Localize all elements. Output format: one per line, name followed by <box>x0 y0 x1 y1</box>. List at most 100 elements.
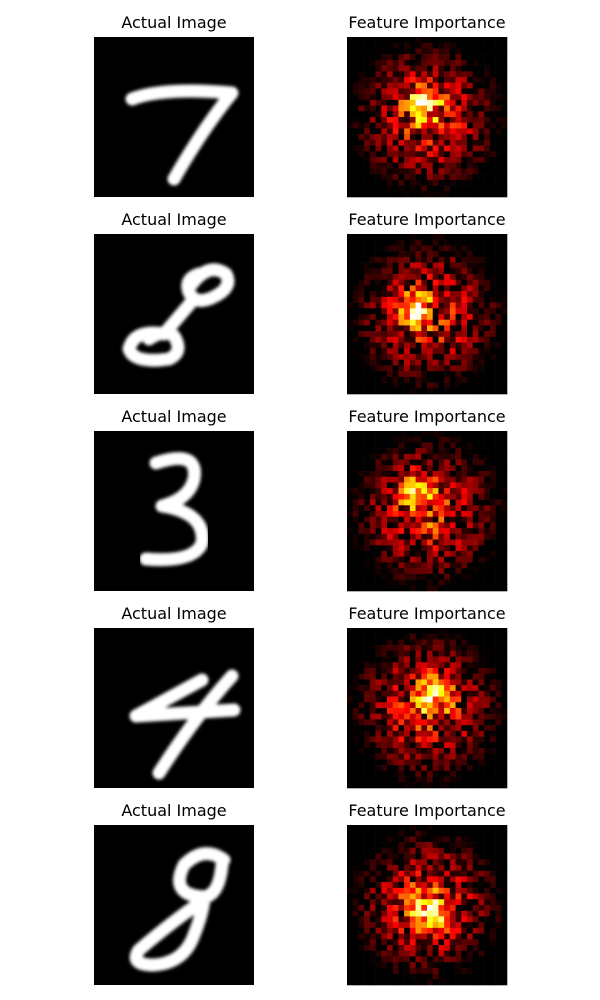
heat-cell <box>438 365 445 372</box>
heat-cell <box>421 139 428 146</box>
heat-cell <box>427 442 434 449</box>
panel-title: Feature Importance <box>348 407 505 426</box>
heat-cell <box>467 505 474 512</box>
heat-cell <box>455 759 462 766</box>
heat-cell <box>404 179 411 186</box>
heat-cell <box>347 465 354 472</box>
heat-cell <box>501 950 508 957</box>
heat-cell <box>432 830 439 837</box>
heat-cell <box>467 859 474 866</box>
heat-cell <box>432 836 439 843</box>
heat-cell <box>472 82 479 89</box>
heat-cell <box>369 139 376 146</box>
heat-cell <box>467 782 474 789</box>
heat-cell <box>472 730 479 737</box>
heat-cell <box>358 359 365 366</box>
heat-cell <box>484 633 491 640</box>
heat-cell <box>369 673 376 680</box>
heat-cell <box>398 939 405 946</box>
heat-cell <box>387 516 394 523</box>
heat-cell <box>375 279 382 286</box>
heat-cell <box>364 639 371 646</box>
heat-cell <box>409 528 416 535</box>
heat-cell <box>347 905 354 912</box>
heat-cell <box>444 973 451 980</box>
heat-cell <box>489 730 496 737</box>
heat-cell <box>409 331 416 338</box>
heat-cell <box>478 696 485 703</box>
heat-cell <box>358 82 365 89</box>
heat-cell <box>478 628 485 635</box>
heat-cell <box>364 551 371 558</box>
heat-cell <box>352 342 359 349</box>
heat-cell <box>358 579 365 586</box>
heat-cell <box>415 719 422 726</box>
heat-cell <box>467 465 474 472</box>
heat-cell <box>409 562 416 569</box>
heat-cell <box>375 111 382 118</box>
heat-cell <box>455 105 462 112</box>
heat-cell <box>392 967 399 974</box>
heat-cell <box>489 910 496 917</box>
heat-cell <box>432 759 439 766</box>
heat-cell <box>467 162 474 169</box>
heat-cell <box>381 882 388 889</box>
heat-cell <box>467 945 474 952</box>
heat-cell <box>375 939 382 946</box>
heat-cell <box>489 865 496 872</box>
heat-cell <box>375 853 382 860</box>
heat-cell <box>409 151 416 158</box>
heat-cell <box>484 579 491 586</box>
heat-cell <box>421 59 428 66</box>
heat-cell <box>432 725 439 732</box>
heat-cell <box>472 348 479 355</box>
heat-cell <box>375 82 382 89</box>
heat-cell <box>358 910 365 917</box>
heat-cell <box>461 471 468 478</box>
heat-cell <box>375 950 382 957</box>
heat-cell <box>495 145 502 152</box>
heat-cell <box>409 573 416 580</box>
heat-cell <box>364 245 371 252</box>
heat-cell <box>364 933 371 940</box>
heat-cell <box>387 702 394 709</box>
heat-cell <box>387 274 394 281</box>
heat-cell <box>398 234 405 241</box>
heat-cell <box>449 471 456 478</box>
heat-cell <box>489 528 496 535</box>
heat-cell <box>461 274 468 281</box>
heat-cell <box>444 770 451 777</box>
heat-cell <box>347 476 354 483</box>
heat-cell <box>381 99 388 106</box>
heat-cell <box>387 656 394 663</box>
heat-cell <box>398 48 405 55</box>
heat-cell <box>387 882 394 889</box>
heat-cell <box>392 388 399 395</box>
heat-cell <box>358 528 365 535</box>
heat-cell <box>392 685 399 692</box>
heat-cell <box>404 516 411 523</box>
heat-cell <box>438 656 445 663</box>
heat-cell <box>467 876 474 883</box>
heat-cell <box>352 122 359 129</box>
heat-cell <box>347 285 354 292</box>
heat-cell <box>495 348 502 355</box>
heat-cell <box>381 505 388 512</box>
heat-cell <box>369 382 376 389</box>
heat-cell <box>427 37 434 44</box>
heat-cell <box>415 262 422 269</box>
heat-cell <box>489 251 496 258</box>
heat-cell <box>484 431 491 438</box>
heat-cell <box>444 48 451 55</box>
heat-cell <box>369 325 376 332</box>
heat-cell <box>409 308 416 315</box>
heat-cell <box>432 302 439 309</box>
heat-cell <box>478 308 485 315</box>
heat-cell <box>449 505 456 512</box>
heat-cell <box>427 111 434 118</box>
heat-cell <box>415 465 422 472</box>
heat-cell <box>421 967 428 974</box>
heat-cell <box>444 830 451 837</box>
heat-cell <box>358 539 365 546</box>
heat-cell <box>489 973 496 980</box>
